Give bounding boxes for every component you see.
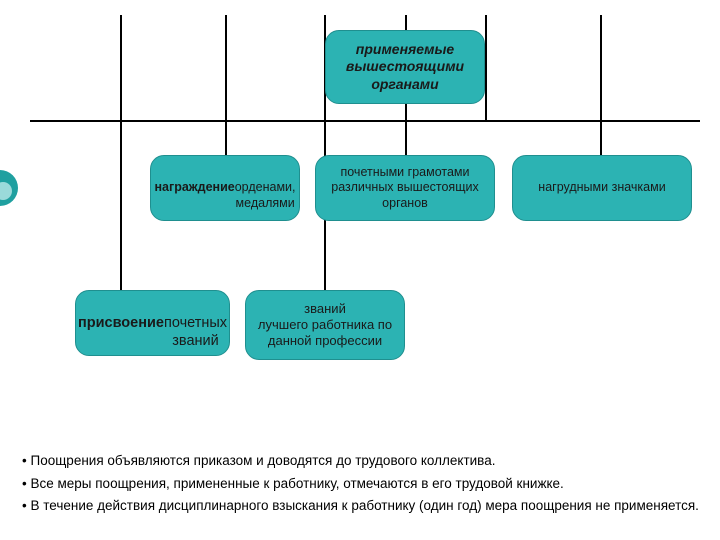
bullet-2: В течение действия дисциплинарного взыск…: [30, 498, 698, 513]
node-top: применяемые вышестоящими органами: [325, 30, 485, 104]
node-row2-1: почетными грамотами различных вышестоящи…: [315, 155, 495, 221]
node-row2-2: нагрудными значками: [512, 155, 692, 221]
node-row2-0: награждениеорденами, медалями: [150, 155, 300, 221]
node-row3-1: званийлучшего работника поданной професс…: [245, 290, 405, 360]
bullet-1: Все меры поощрения, примененные к работн…: [30, 476, 563, 491]
bullet-list: • Поощрения объявляются приказом и довод…: [22, 451, 702, 518]
node-row3-0: присвоениепочетных званий: [75, 290, 230, 356]
bullet-0: Поощрения объявляются приказом и доводят…: [30, 453, 495, 468]
